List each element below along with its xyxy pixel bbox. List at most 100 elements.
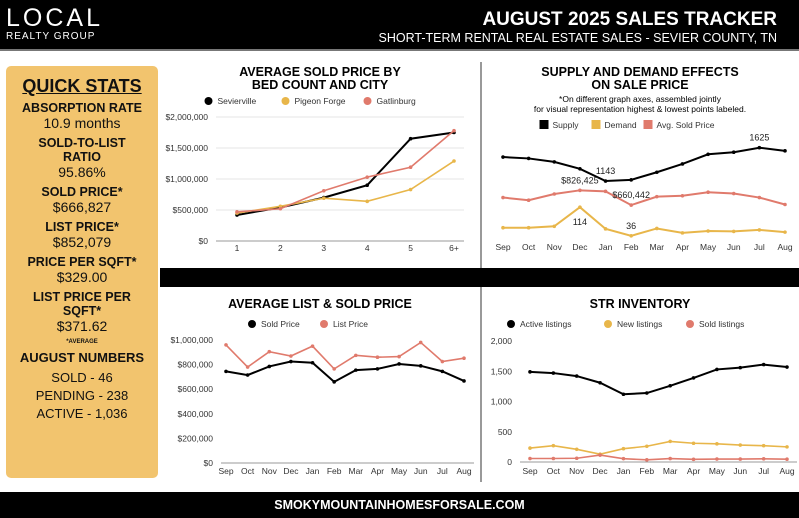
data-point — [365, 175, 370, 179]
data-point — [629, 178, 633, 182]
x-tick-label: 3 — [321, 243, 326, 253]
data-point — [526, 225, 531, 230]
legend-marker — [507, 320, 515, 328]
data-point — [761, 443, 766, 448]
stat-label: LIST PRICE* — [45, 220, 119, 234]
x-tick-label: 5 — [408, 243, 413, 253]
data-point — [452, 128, 456, 133]
data-point — [757, 145, 762, 150]
x-tick-label: Oct — [547, 466, 561, 476]
legend-label: New listings — [617, 319, 662, 329]
stat-value: 95.86% — [58, 164, 106, 180]
data-point — [738, 443, 743, 447]
data-point — [578, 167, 582, 171]
data-point — [375, 355, 380, 360]
x-tick-label: 6+ — [449, 243, 459, 253]
x-tick-label: May — [700, 242, 717, 252]
data-point — [783, 230, 787, 234]
x-tick-label: 2 — [278, 243, 283, 253]
data-label: 36 — [626, 221, 636, 231]
legend-label: Sevierville — [218, 96, 257, 106]
data-point — [785, 365, 789, 369]
page-subtitle: SHORT-TERM RENTAL REAL ESTATE SALES - SE… — [378, 31, 777, 45]
data-point — [578, 188, 582, 193]
data-point — [691, 441, 696, 446]
chart-title: ON SALE PRICE — [591, 78, 688, 92]
data-point — [528, 446, 532, 450]
data-point — [578, 205, 582, 209]
data-point — [418, 364, 423, 368]
y-tick-label: $600,000 — [178, 384, 214, 394]
data-point — [691, 457, 696, 462]
data-point — [574, 456, 579, 461]
data-point — [621, 392, 626, 397]
data-point — [267, 349, 272, 354]
y-tick-label: $400,000 — [178, 409, 214, 419]
footer-url[interactable]: SMOKYMOUNTAINHOMESFORSALE.COM — [0, 492, 799, 518]
legend-label: List Price — [333, 319, 368, 329]
legend-swatch — [643, 120, 653, 129]
x-tick-label: May — [709, 466, 726, 476]
chart-title: SUPPLY AND DEMAND EFFECTS — [541, 65, 738, 79]
x-tick-label: Jul — [437, 466, 448, 476]
y-tick-label: 0 — [507, 457, 512, 467]
data-point — [598, 453, 602, 457]
x-tick-label: Dec — [572, 242, 588, 252]
x-tick-label: Mar — [649, 242, 664, 252]
data-point — [462, 356, 466, 361]
data-point — [598, 380, 602, 385]
series-line — [529, 440, 788, 455]
data-point — [375, 367, 380, 371]
x-tick-label: May — [391, 466, 408, 476]
data-point — [408, 187, 413, 192]
data-point — [706, 152, 710, 157]
data-label: 1625 — [749, 133, 769, 143]
data-point — [365, 199, 370, 204]
x-tick-label: Jan — [599, 242, 613, 252]
chart-title: BED COUNT AND CITY — [252, 78, 389, 92]
series-line — [225, 360, 465, 384]
data-point — [310, 344, 315, 348]
legend-label: Pigeon Forge — [295, 96, 346, 106]
series-line — [236, 130, 455, 213]
data-point — [245, 365, 250, 369]
x-tick-label: Oct — [522, 242, 536, 252]
header: LOCAL REALTY GROUP AUGUST 2025 SALES TRA… — [0, 0, 799, 51]
x-tick-label: 4 — [365, 243, 370, 253]
data-point — [552, 224, 557, 229]
data-point — [645, 444, 649, 449]
data-point — [440, 369, 445, 374]
stat-label: PRICE PER SQFT* — [27, 255, 137, 269]
y-tick-label: 1,000 — [491, 397, 513, 407]
data-point — [761, 457, 766, 461]
data-point — [322, 188, 326, 193]
quick-stats-panel: QUICK STATS ABSORPTION RATE 10.9 months SO… — [6, 66, 158, 478]
data-point — [783, 202, 787, 207]
stat-value: $852,079 — [52, 234, 112, 250]
data-point — [245, 373, 250, 377]
legend-marker — [686, 320, 694, 328]
x-tick-label: Apr — [371, 466, 384, 476]
y-tick-label: $0 — [204, 458, 214, 468]
y-tick-label: $1,000,000 — [170, 335, 213, 345]
y-tick-label: $200,000 — [178, 433, 214, 443]
y-tick-label: 2,000 — [491, 336, 513, 346]
data-point — [501, 155, 505, 159]
legend-marker — [281, 97, 290, 105]
series-line — [503, 205, 786, 237]
x-tick-label: Sep — [495, 242, 510, 252]
legend-marker — [604, 320, 612, 328]
x-tick-label: Jun — [414, 466, 428, 476]
y-tick-label: 1,500 — [491, 366, 513, 376]
data-point — [418, 340, 423, 345]
data-point — [552, 160, 557, 164]
data-point — [738, 457, 743, 461]
data-point — [551, 443, 556, 448]
data-point — [501, 195, 505, 200]
legend-marker — [204, 97, 213, 105]
stat-label: SOLD PRICE* — [41, 185, 123, 199]
stat-value: $329.00 — [56, 269, 108, 285]
data-label: $660,442 — [612, 190, 650, 200]
stat-label: LIST PRICE PER SQFT* — [33, 290, 131, 318]
data-point — [354, 368, 358, 372]
